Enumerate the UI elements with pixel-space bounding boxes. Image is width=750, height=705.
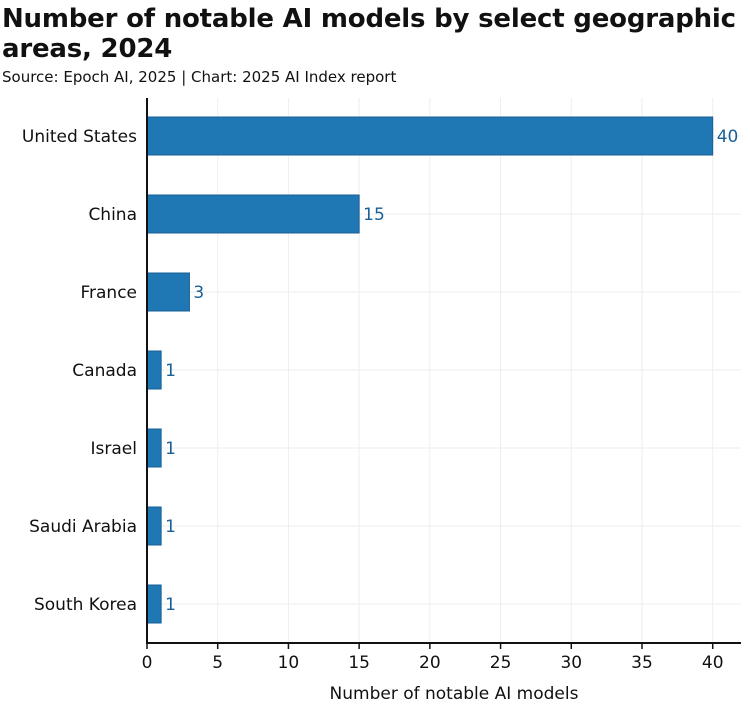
value-label: 1	[165, 439, 176, 459]
x-tick-label: 10	[278, 653, 300, 673]
value-label: 1	[165, 361, 176, 381]
x-tick-label: 40	[702, 653, 724, 673]
grid-layer	[147, 98, 741, 643]
bar	[146, 506, 162, 546]
value-label: 1	[165, 595, 176, 615]
bar	[146, 272, 190, 312]
value-label: 40	[717, 127, 739, 147]
bar	[146, 116, 714, 156]
value-label: 3	[193, 283, 204, 303]
chart-subtitle: Source: Epoch AI, 2025 | Chart: 2025 AI …	[2, 68, 397, 86]
bar	[146, 194, 360, 234]
bar	[146, 350, 162, 390]
category-label: France	[80, 283, 137, 303]
bar	[146, 584, 162, 624]
category-label: Saudi Arabia	[29, 517, 137, 537]
x-tick-label: 25	[490, 653, 512, 673]
bar	[146, 428, 162, 468]
category-label: Canada	[72, 361, 137, 381]
x-tick-label: 35	[631, 653, 653, 673]
x-tick-label: 30	[560, 653, 582, 673]
x-tick-label: 20	[419, 653, 441, 673]
category-label: United States	[22, 127, 137, 147]
x-tick-label: 15	[348, 653, 370, 673]
category-label: South Korea	[34, 595, 137, 615]
value-label: 15	[363, 205, 385, 225]
axis-layer: United States China France Canada Israel Saud…	[22, 98, 741, 673]
value-label: 1	[165, 517, 176, 537]
x-axis-label: Number of notable AI models	[330, 684, 579, 704]
category-label: China	[88, 205, 137, 225]
category-label: Israel	[91, 439, 137, 459]
x-tick-label: 0	[142, 653, 153, 673]
bar-layer: 40 15 3 1 1 1 1	[146, 116, 739, 624]
x-tick-label: 5	[212, 653, 223, 673]
chart-title: Number of notable AI models by select ge…	[2, 4, 736, 64]
